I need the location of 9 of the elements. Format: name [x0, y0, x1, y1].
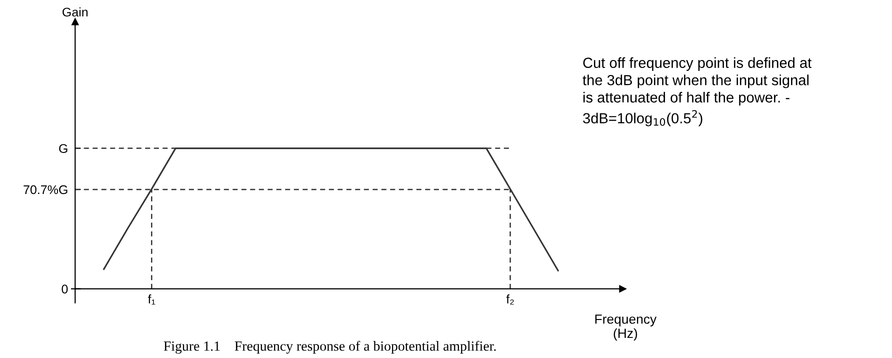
x-tick-label: f₁ [148, 294, 156, 304]
y-tick-label: G [59, 144, 68, 153]
y-tick-label: 0 [62, 284, 68, 294]
y-tick-label: 70.7%G [24, 185, 68, 194]
annotation: Cut off frequency point is defined at the 3dB point when the input signal is attenuated of half the power. - 3dB=10log$_{10}$(0.5$^{2}$) [582, 57, 812, 126]
caption: Figure 1.1 Frequency response of a biopotential amplifier. [164, 340, 496, 354]
y-axis-title: Gain [62, 7, 88, 17]
x-axis-title: Frequency (Hz) [595, 314, 657, 341]
x-tick-label: f₂ [506, 294, 514, 304]
